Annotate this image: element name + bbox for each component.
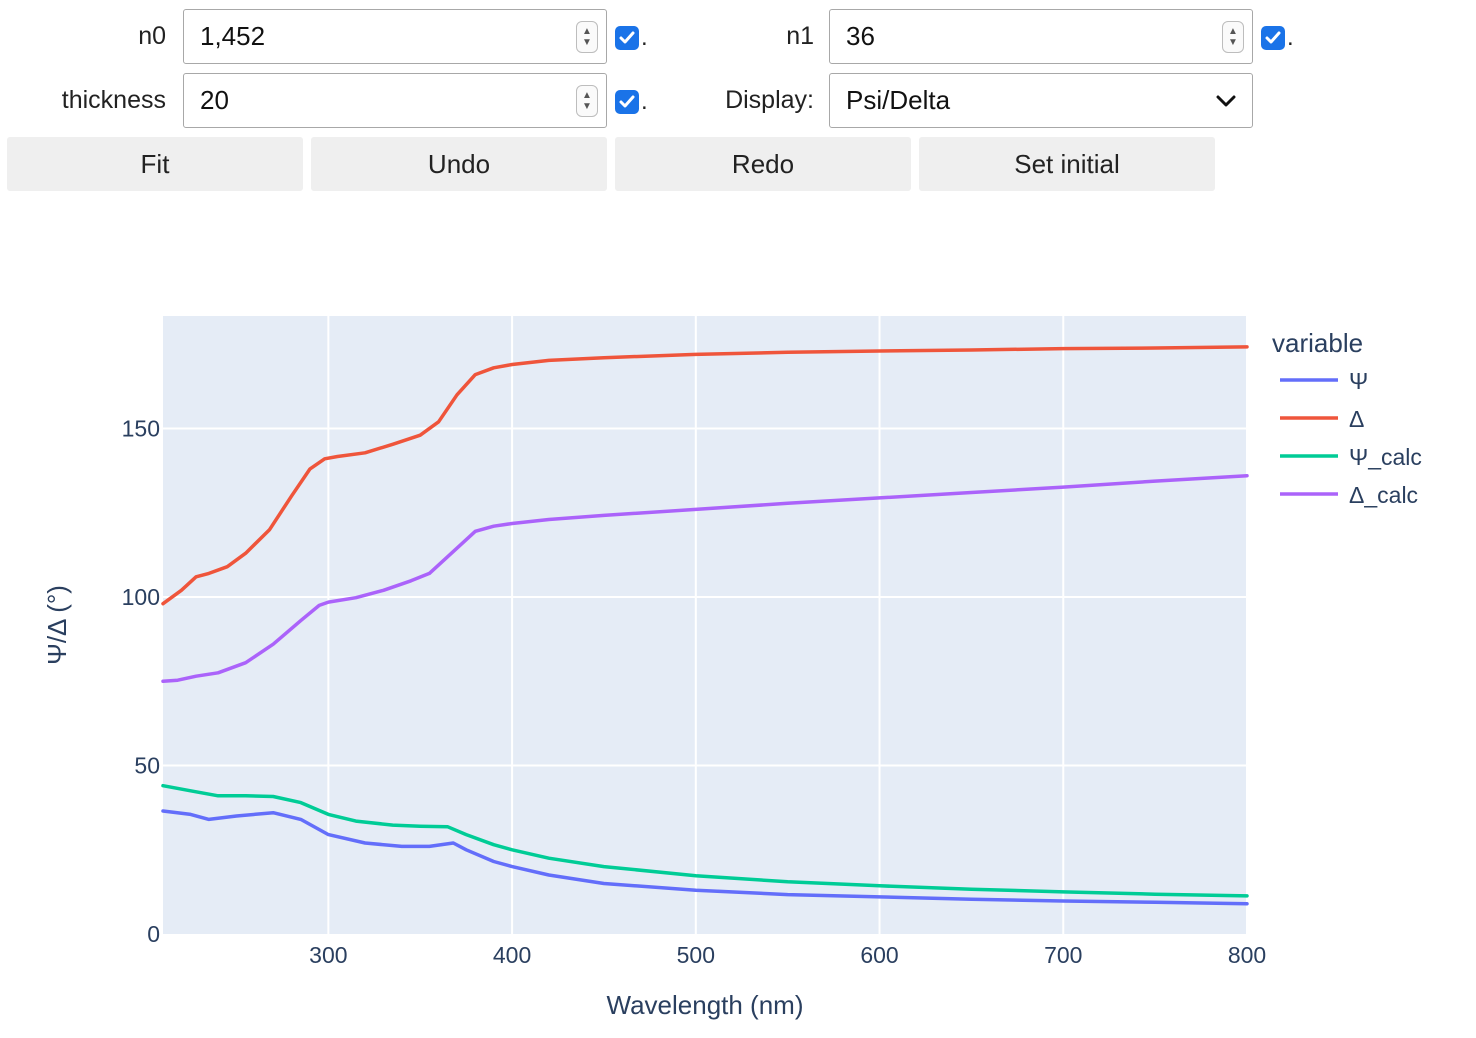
y-tick-label: 0: [147, 921, 160, 947]
legend-item-label[interactable]: Δ: [1349, 406, 1364, 432]
n0-label: n0: [138, 22, 166, 50]
x-axis-title: Wavelength (nm): [607, 990, 804, 1020]
undo-button[interactable]: Undo: [311, 137, 607, 191]
series-line: [161, 473, 1249, 684]
thickness-stepper[interactable]: ▲ ▼: [576, 84, 598, 117]
y-tick-label: 150: [122, 416, 160, 442]
series-line: [161, 345, 1249, 606]
x-tick-label: 400: [493, 942, 531, 968]
display-select[interactable]: Psi/Delta: [829, 73, 1253, 128]
x-tick-label: 800: [1228, 942, 1266, 968]
fit-button[interactable]: Fit: [7, 137, 303, 191]
x-tick-label: 500: [677, 942, 715, 968]
y-tick-labels: 0 50 100 150: [122, 416, 160, 948]
series-lines: [161, 345, 1249, 906]
legend-item-label[interactable]: Δ_calc: [1349, 482, 1418, 508]
series-line: [161, 809, 1249, 906]
n1-value: 36: [846, 21, 875, 51]
n1-checkbox[interactable]: [1261, 26, 1285, 50]
n1-checkbox-suffix: .: [1287, 24, 1294, 51]
y-axis-title: Ψ/Δ (°): [42, 585, 72, 665]
set-initial-button[interactable]: Set initial: [919, 137, 1215, 191]
x-tick-label: 600: [860, 942, 898, 968]
y-tick-label: 100: [122, 584, 160, 610]
n1-stepper[interactable]: ▲ ▼: [1222, 20, 1244, 53]
x-tick-label: 700: [1044, 942, 1082, 968]
n1-input[interactable]: 36 ▲ ▼: [829, 9, 1253, 64]
thickness-value: 20: [200, 85, 229, 115]
thickness-checkbox-suffix: .: [641, 88, 648, 115]
n0-checkbox[interactable]: [615, 26, 639, 50]
grid-lines: [163, 316, 1248, 934]
psi-delta-chart[interactable]: 300 400 500 600 700 800 0 50 100 150 Wavelength …: [0, 298, 1476, 1038]
display-value: Psi/Delta: [846, 85, 951, 115]
thickness-checkbox[interactable]: [615, 90, 639, 114]
thickness-input[interactable]: 20 ▲ ▼: [183, 73, 607, 128]
y-tick-label: 50: [134, 753, 160, 779]
n0-checkbox-suffix: .: [641, 24, 648, 51]
series-line: [161, 783, 1249, 898]
plot-area: [163, 316, 1247, 934]
n0-value: 1,452: [200, 21, 266, 51]
n0-stepper[interactable]: ▲ ▼: [576, 20, 598, 53]
legend[interactable]: variable ΨΔ Ψ_calc Δ_calc: [1272, 328, 1422, 508]
legend-item-label[interactable]: Ψ_calc: [1349, 444, 1422, 470]
x-tick-label: 300: [309, 942, 347, 968]
x-tick-labels: 300 400 500 600 700 800: [309, 942, 1266, 968]
display-label: Display:: [725, 86, 814, 114]
legend-item-label[interactable]: Ψ: [1349, 368, 1368, 394]
n0-input[interactable]: 1,452 ▲ ▼: [183, 9, 607, 64]
legend-title: variable: [1272, 328, 1363, 358]
redo-button[interactable]: Redo: [615, 137, 911, 191]
n1-label: n1: [786, 22, 814, 50]
thickness-label: thickness: [61, 86, 166, 114]
chevron-down-icon: [1216, 95, 1236, 106]
